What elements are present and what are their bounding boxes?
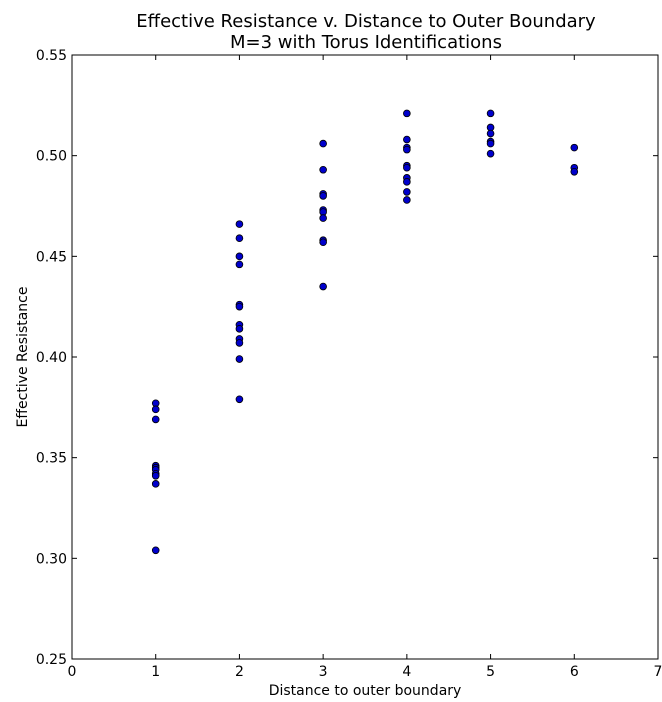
data-point — [319, 139, 327, 148]
y-tick-label: 0.40 — [36, 350, 67, 366]
data-point — [403, 145, 411, 154]
data-point — [151, 471, 160, 480]
y-tick-label: 0.25 — [36, 652, 67, 668]
y-tick-label: 0.50 — [36, 149, 67, 165]
data-point — [235, 220, 244, 228]
data-point — [235, 302, 244, 311]
chart-title: Effective Resistance v. Distance to Oute… — [136, 11, 596, 32]
data-point — [486, 139, 495, 148]
data-point — [403, 109, 411, 118]
data-points — [151, 109, 579, 555]
x-tick-label: 1 — [151, 664, 160, 680]
data-point — [486, 149, 495, 158]
data-point — [235, 260, 244, 269]
data-point — [151, 480, 160, 488]
axis-ticks: 0 1 2 3 4 5 6 7 0.25 0.30 0.35 0.40 0.45 0.50 0.55 — [36, 48, 662, 680]
y-tick-label: 0.45 — [36, 249, 67, 265]
data-point — [235, 325, 244, 333]
data-point — [235, 395, 244, 404]
x-tick-label: 6 — [570, 664, 579, 680]
y-tick-label: 0.35 — [36, 451, 67, 467]
data-point — [235, 339, 244, 347]
y-tick-label: 0.30 — [36, 551, 67, 567]
data-point — [151, 405, 160, 414]
y-axis-label: Effective Resistance — [15, 287, 31, 428]
data-point — [486, 129, 495, 138]
x-tick-label: 3 — [319, 664, 328, 680]
data-point — [570, 143, 579, 152]
data-point — [403, 135, 411, 144]
data-point — [235, 355, 244, 363]
data-point — [319, 192, 327, 200]
data-point — [319, 282, 327, 291]
data-point — [235, 234, 244, 243]
data-point — [403, 163, 411, 172]
data-point — [403, 196, 411, 204]
data-point — [403, 178, 411, 186]
data-point — [151, 546, 160, 555]
data-point — [486, 109, 495, 118]
x-tick-label: 7 — [654, 664, 662, 680]
x-tick-label: 0 — [68, 664, 77, 680]
x-tick-label: 4 — [402, 664, 411, 680]
y-tick-label: 0.55 — [36, 48, 67, 64]
data-point — [403, 188, 411, 196]
x-tick-label: 5 — [486, 664, 495, 680]
x-tick-label: 2 — [235, 664, 244, 680]
data-point — [319, 165, 327, 174]
x-axis-label: Distance to outer boundary — [269, 683, 462, 699]
data-point — [151, 415, 160, 424]
plot-frame — [71, 54, 659, 660]
data-point — [570, 167, 579, 176]
data-point — [319, 214, 327, 222]
data-point — [319, 238, 327, 247]
chart-subtitle: M=3 with Torus Identifications — [230, 32, 502, 53]
data-point — [235, 252, 244, 261]
